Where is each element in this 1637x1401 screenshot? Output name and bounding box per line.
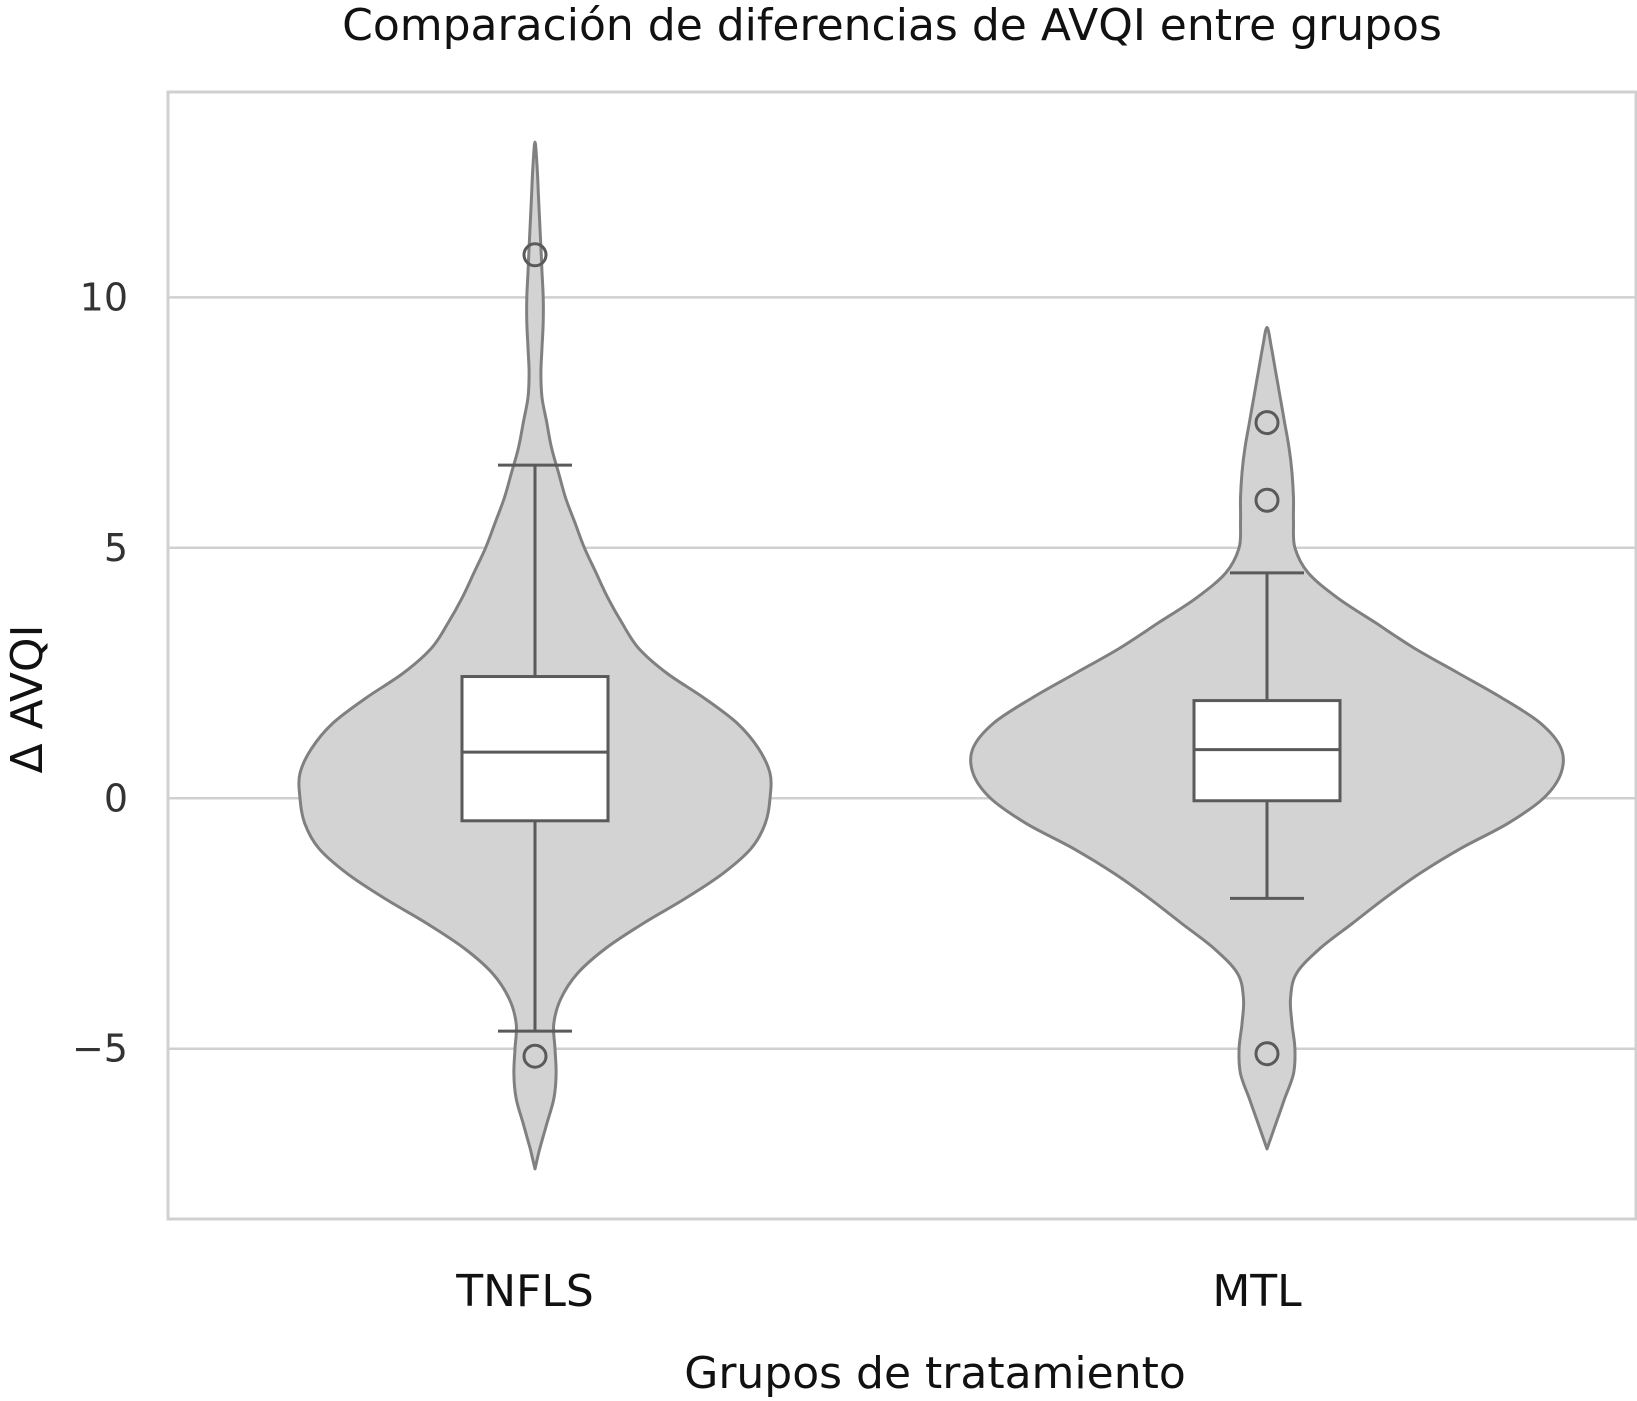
x-tick-label-mtl: MTL (1212, 1266, 1302, 1317)
outlier-point (1254, 410, 1280, 436)
outlier-point (1254, 487, 1280, 513)
outlier-point (522, 1043, 548, 1069)
plot-area: −5 0 5 10 TNFLS MTL (72, 90, 1637, 1317)
outlier-point (522, 242, 548, 268)
y-tick-label: −5 (72, 1027, 128, 1071)
y-tick-label: 5 (104, 526, 128, 570)
x-tick-label-tnfls: TNFLS (455, 1266, 594, 1317)
plot-frame (166, 90, 1637, 1221)
y-axis-label: Δ AVQI (2, 624, 53, 773)
iqr-box-tnfls (460, 675, 610, 823)
y-tick-label: 0 (104, 776, 128, 820)
chart-title: Comparación de diferencias de AVQI entre… (342, 0, 1442, 51)
outlier-point (1254, 1041, 1280, 1067)
x-axis-label: Grupos de tratamiento (684, 1348, 1186, 1399)
y-tick-label: 10 (80, 275, 128, 319)
